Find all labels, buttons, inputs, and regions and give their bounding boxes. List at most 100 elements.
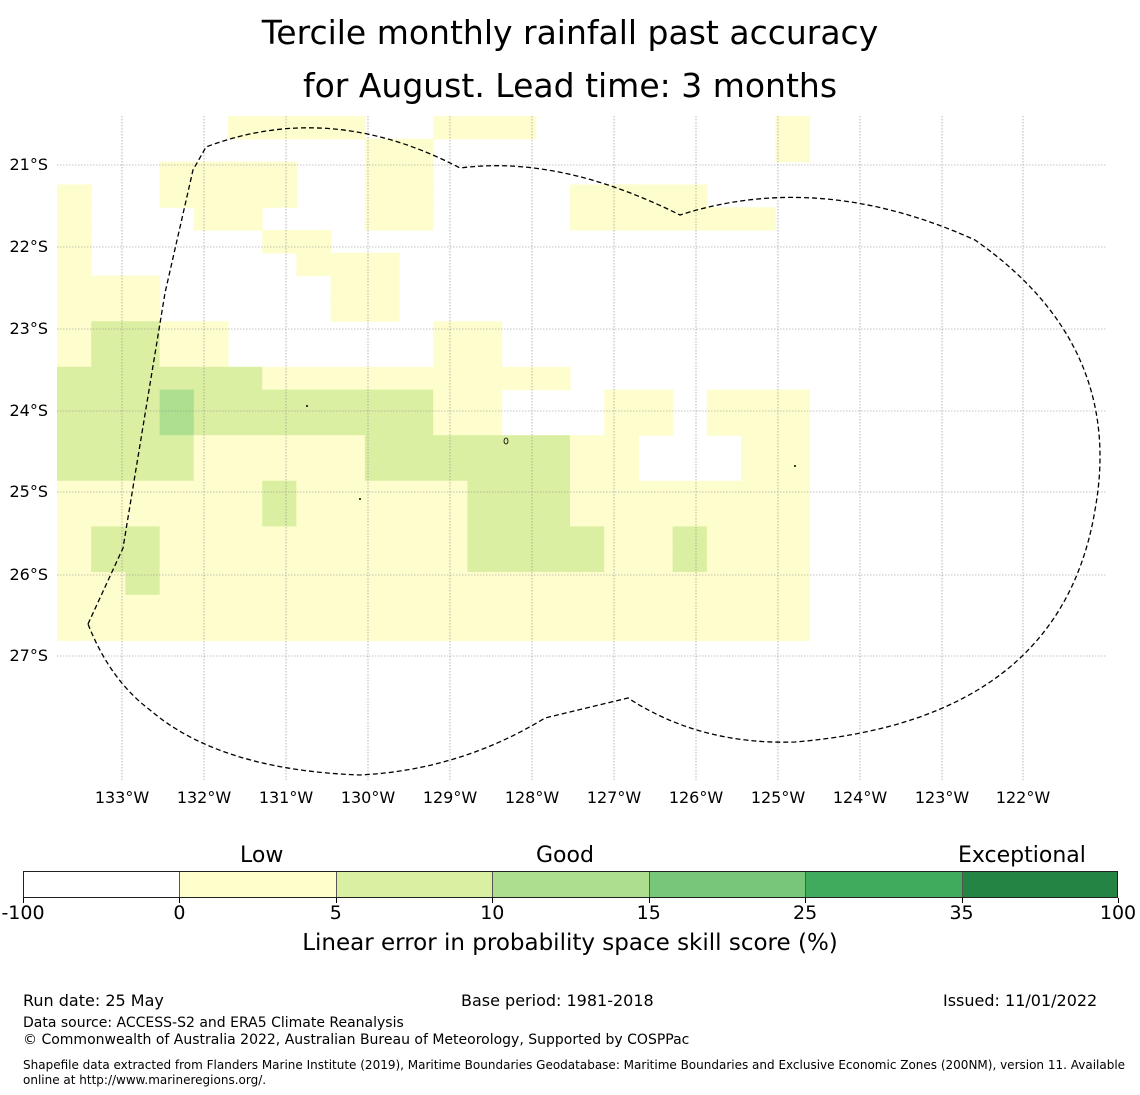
skill-cell	[262, 480, 297, 505]
latitude-label: 23°S	[9, 319, 48, 338]
skill-cell	[91, 389, 126, 413]
skill-cell	[57, 549, 92, 573]
skill-cell	[741, 503, 776, 527]
skill-cell	[672, 594, 708, 619]
latitude-label: 24°S	[9, 401, 48, 420]
latitude-label: 26°S	[9, 565, 48, 584]
skill-cell	[364, 617, 400, 641]
skill-cell	[364, 252, 400, 277]
skill-cell	[741, 458, 776, 482]
skill-cell	[467, 594, 503, 619]
skill-cell	[262, 617, 297, 641]
colorbar-tick	[805, 898, 807, 903]
skill-cell	[399, 594, 434, 619]
island	[503, 437, 509, 445]
skill-cell	[125, 480, 161, 505]
longitude-label: 133°W	[94, 788, 150, 807]
skill-cell	[296, 480, 332, 505]
skill-cell	[638, 184, 674, 208]
longitude-label: 128°W	[504, 788, 560, 807]
skill-cell	[570, 594, 605, 619]
skill-cell	[775, 458, 810, 482]
skill-cell	[91, 298, 126, 322]
skill-cell	[91, 526, 126, 550]
skill-cell	[330, 275, 366, 299]
skill-cell	[125, 526, 161, 550]
skill-cell	[296, 503, 332, 527]
skill-cell	[604, 526, 639, 550]
skill-cell	[330, 366, 366, 391]
skill-cell	[775, 617, 810, 641]
skill-cell	[706, 389, 742, 413]
skill-map	[57, 116, 1106, 780]
skill-cell	[535, 458, 571, 482]
skill-cell	[57, 207, 92, 231]
skill-cell	[741, 549, 776, 573]
skill-cell	[399, 458, 434, 482]
longitude-label: 123°W	[914, 788, 970, 807]
skill-cell	[775, 480, 810, 505]
skill-cell	[57, 366, 92, 391]
skill-cell	[467, 366, 503, 391]
skill-cell	[296, 366, 332, 391]
skill-cell	[57, 184, 92, 208]
skill-cell	[706, 526, 742, 550]
skill-cell	[433, 480, 468, 505]
skill-cell	[741, 389, 776, 413]
skill-cell	[159, 389, 195, 413]
skill-cell	[501, 458, 537, 482]
skill-cell	[433, 617, 468, 641]
skill-cell	[501, 594, 537, 619]
skill-cell	[399, 161, 434, 185]
skill-cell	[399, 526, 434, 550]
skill-cell	[433, 116, 468, 140]
skill-cell	[706, 207, 742, 231]
skill-cell	[399, 617, 434, 641]
skill-cell	[91, 617, 126, 641]
skill-cell	[330, 435, 366, 459]
skill-cell	[57, 344, 92, 368]
skill-cell	[296, 230, 332, 254]
skill-cell	[775, 503, 810, 527]
latitude-label: 22°S	[9, 237, 48, 256]
skill-cell	[638, 389, 674, 413]
base-period: Base period: 1981-2018	[461, 991, 654, 1010]
skill-cell	[159, 480, 195, 505]
copyright: © Commonwealth of Australia 2022, Austra…	[23, 1032, 690, 1048]
skill-cell	[775, 138, 810, 163]
data-source: Data source: ACCESS-S2 and ERA5 Climate …	[23, 1015, 404, 1031]
skill-cell	[570, 458, 605, 482]
skill-cell	[125, 549, 161, 573]
longitude-label: 122°W	[995, 788, 1051, 807]
longitude-label: 124°W	[832, 788, 888, 807]
skill-cell	[125, 594, 161, 619]
colorbar-tick	[179, 898, 181, 903]
skill-cell	[262, 458, 297, 482]
longitude-label: 129°W	[422, 788, 478, 807]
skill-cell	[228, 412, 263, 436]
skill-cell	[296, 549, 332, 573]
skill-cell	[672, 480, 708, 505]
skill-cell	[125, 617, 161, 641]
colorbar-segment	[961, 871, 1118, 898]
skill-cell	[296, 594, 332, 619]
skill-cell	[193, 594, 229, 619]
colorbar-tick	[23, 898, 24, 903]
skill-cell	[467, 116, 503, 140]
skill-cell	[604, 480, 639, 505]
skill-cell	[159, 344, 195, 368]
skill-cell	[193, 480, 229, 505]
skill-cell	[57, 594, 92, 619]
skill-cell	[570, 207, 605, 231]
skill-cell	[570, 435, 605, 459]
skill-cell	[433, 344, 468, 368]
skill-cell	[91, 458, 126, 482]
skill-cell	[399, 549, 434, 573]
colorbar-tick	[492, 898, 494, 903]
longitude-label: 130°W	[340, 788, 396, 807]
skill-cell	[125, 458, 161, 482]
skill-cell	[57, 503, 92, 527]
skill-cell	[467, 480, 503, 505]
skill-cell	[91, 366, 126, 391]
skill-cell	[741, 412, 776, 436]
